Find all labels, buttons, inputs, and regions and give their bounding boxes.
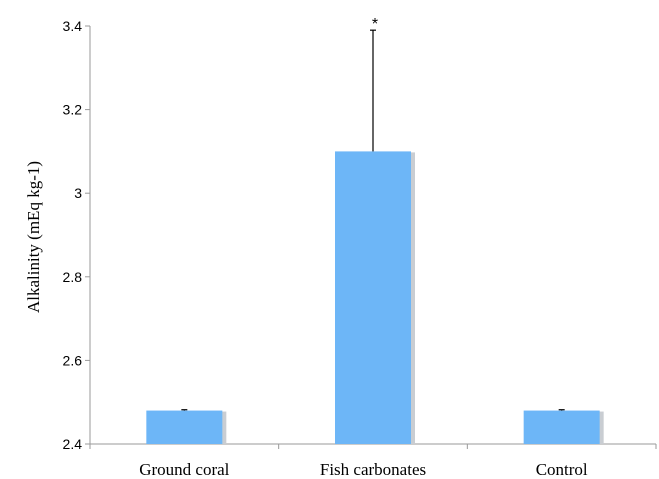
chart-labels: 2.4 2.6 2.8 3 3.2 3.4 Ground coral * Fish carbon… xyxy=(63,16,588,479)
chart-bars xyxy=(146,29,604,444)
significance-marker: * xyxy=(372,16,378,33)
bar xyxy=(146,410,223,444)
bar xyxy=(335,151,411,444)
y-tick-label: 2.4 xyxy=(63,436,83,452)
bar xyxy=(523,410,600,444)
x-category-label: Fish carbonates xyxy=(320,460,426,479)
x-category-label: Ground coral xyxy=(139,460,229,479)
y-tick-label: 3 xyxy=(74,185,82,201)
y-tick-label: 3.2 xyxy=(63,102,83,118)
y-tick-label: 2.8 xyxy=(63,269,83,285)
x-category-label: Control xyxy=(536,460,588,479)
y-tick-label: 2.6 xyxy=(63,352,83,368)
y-axis-title: Alkalinity (mEq kg-1) xyxy=(24,161,43,313)
y-tick-label: 3.4 xyxy=(63,18,83,34)
